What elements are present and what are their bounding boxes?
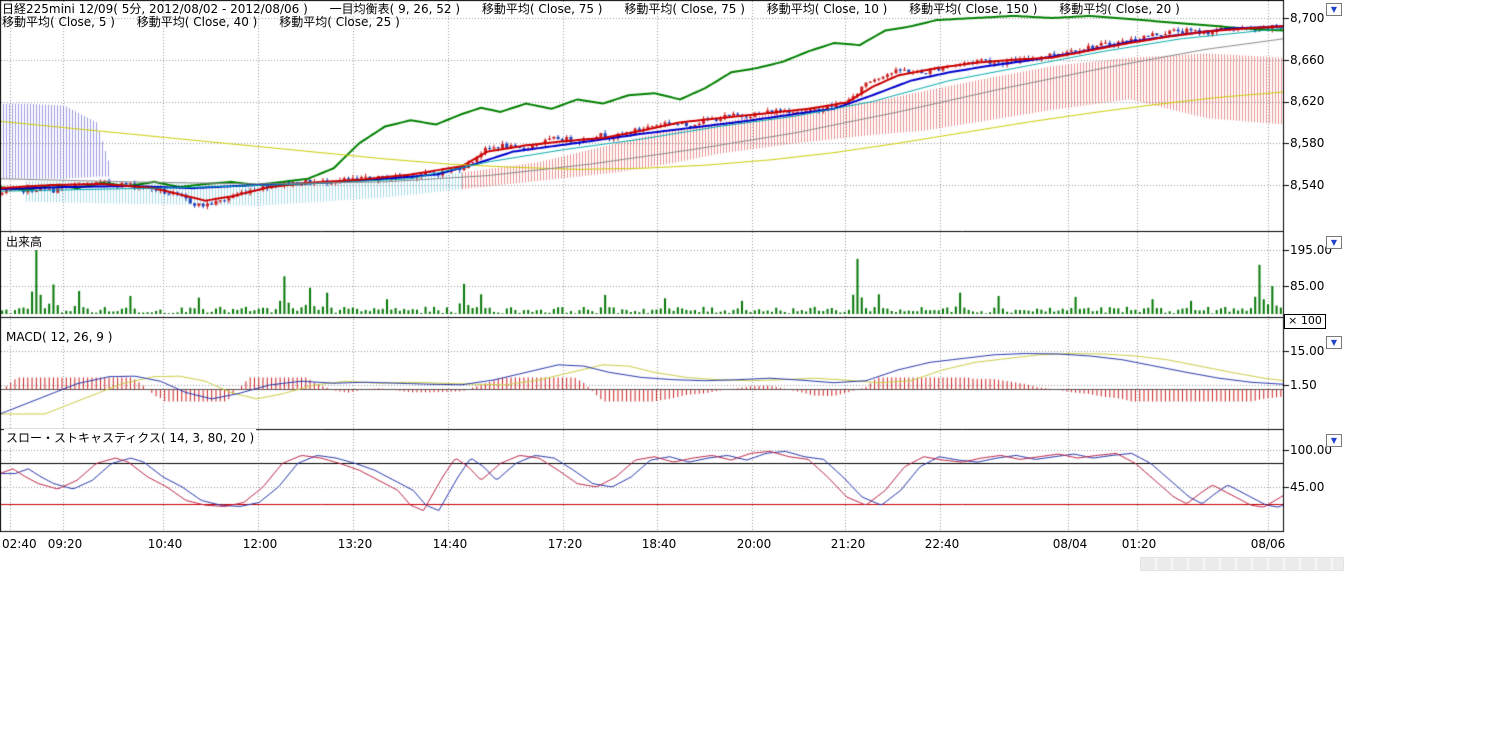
time-axis-label: 08/04 bbox=[1052, 537, 1088, 551]
price-axis-label: 8,700 bbox=[1290, 11, 1325, 25]
legend-ma25: 移動平均( Close, 25 ) bbox=[279, 15, 400, 29]
bottom-scrollbar-artifact bbox=[1140, 557, 1344, 571]
time-axis-label: 12:00 bbox=[242, 537, 278, 551]
price-axis-label: 8,660 bbox=[1290, 53, 1325, 67]
time-axis-label: 14:40 bbox=[432, 537, 468, 551]
time-axis-label: 20:00 bbox=[736, 537, 772, 551]
legend-row-2: 移動平均( Close, 5 ) 移動平均( Close, 40 ) 移動平均(… bbox=[2, 13, 418, 30]
time-axis-label: 21:20 bbox=[830, 537, 866, 551]
volume-multiplier-badge: × 100 bbox=[1284, 314, 1326, 329]
time-axis-label: 13:20 bbox=[337, 537, 373, 551]
time-axis-label: 22:40 bbox=[924, 537, 960, 551]
legend-ma10: 移動平均( Close, 10 ) bbox=[766, 2, 888, 16]
price-axis-label: 8,540 bbox=[1290, 178, 1325, 192]
volume-panel-title: 出来高 bbox=[4, 233, 45, 250]
price-scale-dropdown-button[interactable]: ▼ bbox=[1326, 3, 1342, 16]
stochastics-panel-title: スロー・ストキャスティクス( 14, 3, 80, 20 ) bbox=[4, 429, 257, 446]
legend-row-1: 日経225mini 12/09( 5分, 2012/08/02 - 2012/0… bbox=[2, 0, 1198, 17]
price-axis-label: 8,580 bbox=[1290, 136, 1325, 150]
time-axis-label: 18:40 bbox=[641, 537, 677, 551]
chevron-down-icon: ▼ bbox=[1330, 5, 1338, 14]
stochastics-axis-label: 45.00 bbox=[1290, 480, 1325, 494]
chevron-down-icon: ▼ bbox=[1330, 338, 1338, 347]
legend-ma75-b: 移動平均( Close, 75 ) bbox=[624, 2, 745, 16]
time-axis-label: 17:20 bbox=[547, 537, 583, 551]
legend-ma150: 移動平均( Close, 150 ) bbox=[909, 2, 1038, 16]
macd-axis-label: 1.50 bbox=[1290, 378, 1317, 392]
legend-ichimoku: 一目均衡表( 9, 26, 52 ) bbox=[329, 2, 461, 16]
price-axis-label: 8,620 bbox=[1290, 94, 1325, 108]
instrument-title: 日経225mini 12/09( 5分, 2012/08/02 - 2012/0… bbox=[2, 2, 308, 16]
chart-canvas[interactable] bbox=[0, 0, 1292, 536]
time-axis-label: 10:40 bbox=[147, 537, 183, 551]
time-axis-label: 09:20 bbox=[47, 537, 83, 551]
macd-panel-title: MACD( 12, 26, 9 ) bbox=[4, 330, 115, 344]
macd-scale-dropdown-button[interactable]: ▼ bbox=[1326, 336, 1342, 349]
volume-scale-dropdown-button[interactable]: ▼ bbox=[1326, 236, 1342, 249]
legend-ma20: 移動平均( Close, 20 ) bbox=[1059, 2, 1180, 16]
stochastics-scale-dropdown-button[interactable]: ▼ bbox=[1326, 434, 1342, 447]
volume-axis-label: 85.00 bbox=[1290, 279, 1325, 293]
macd-axis-label: 15.00 bbox=[1290, 344, 1325, 358]
legend-ma75-a: 移動平均( Close, 75 ) bbox=[481, 2, 603, 16]
time-axis-label: 08/06 bbox=[1250, 537, 1286, 551]
legend-ma5: 移動平均( Close, 5 ) bbox=[2, 15, 115, 29]
stochastics-axis-label: 100.00 bbox=[1290, 443, 1332, 457]
legend-ma40: 移動平均( Close, 40 ) bbox=[136, 15, 258, 29]
volume-axis-label: 195.00 bbox=[1290, 243, 1332, 257]
chevron-down-icon: ▼ bbox=[1330, 238, 1338, 247]
time-axis-label: 01:20 bbox=[1121, 537, 1157, 551]
chevron-down-icon: ▼ bbox=[1330, 436, 1338, 445]
time-axis-label: 02:40 bbox=[2, 537, 37, 551]
